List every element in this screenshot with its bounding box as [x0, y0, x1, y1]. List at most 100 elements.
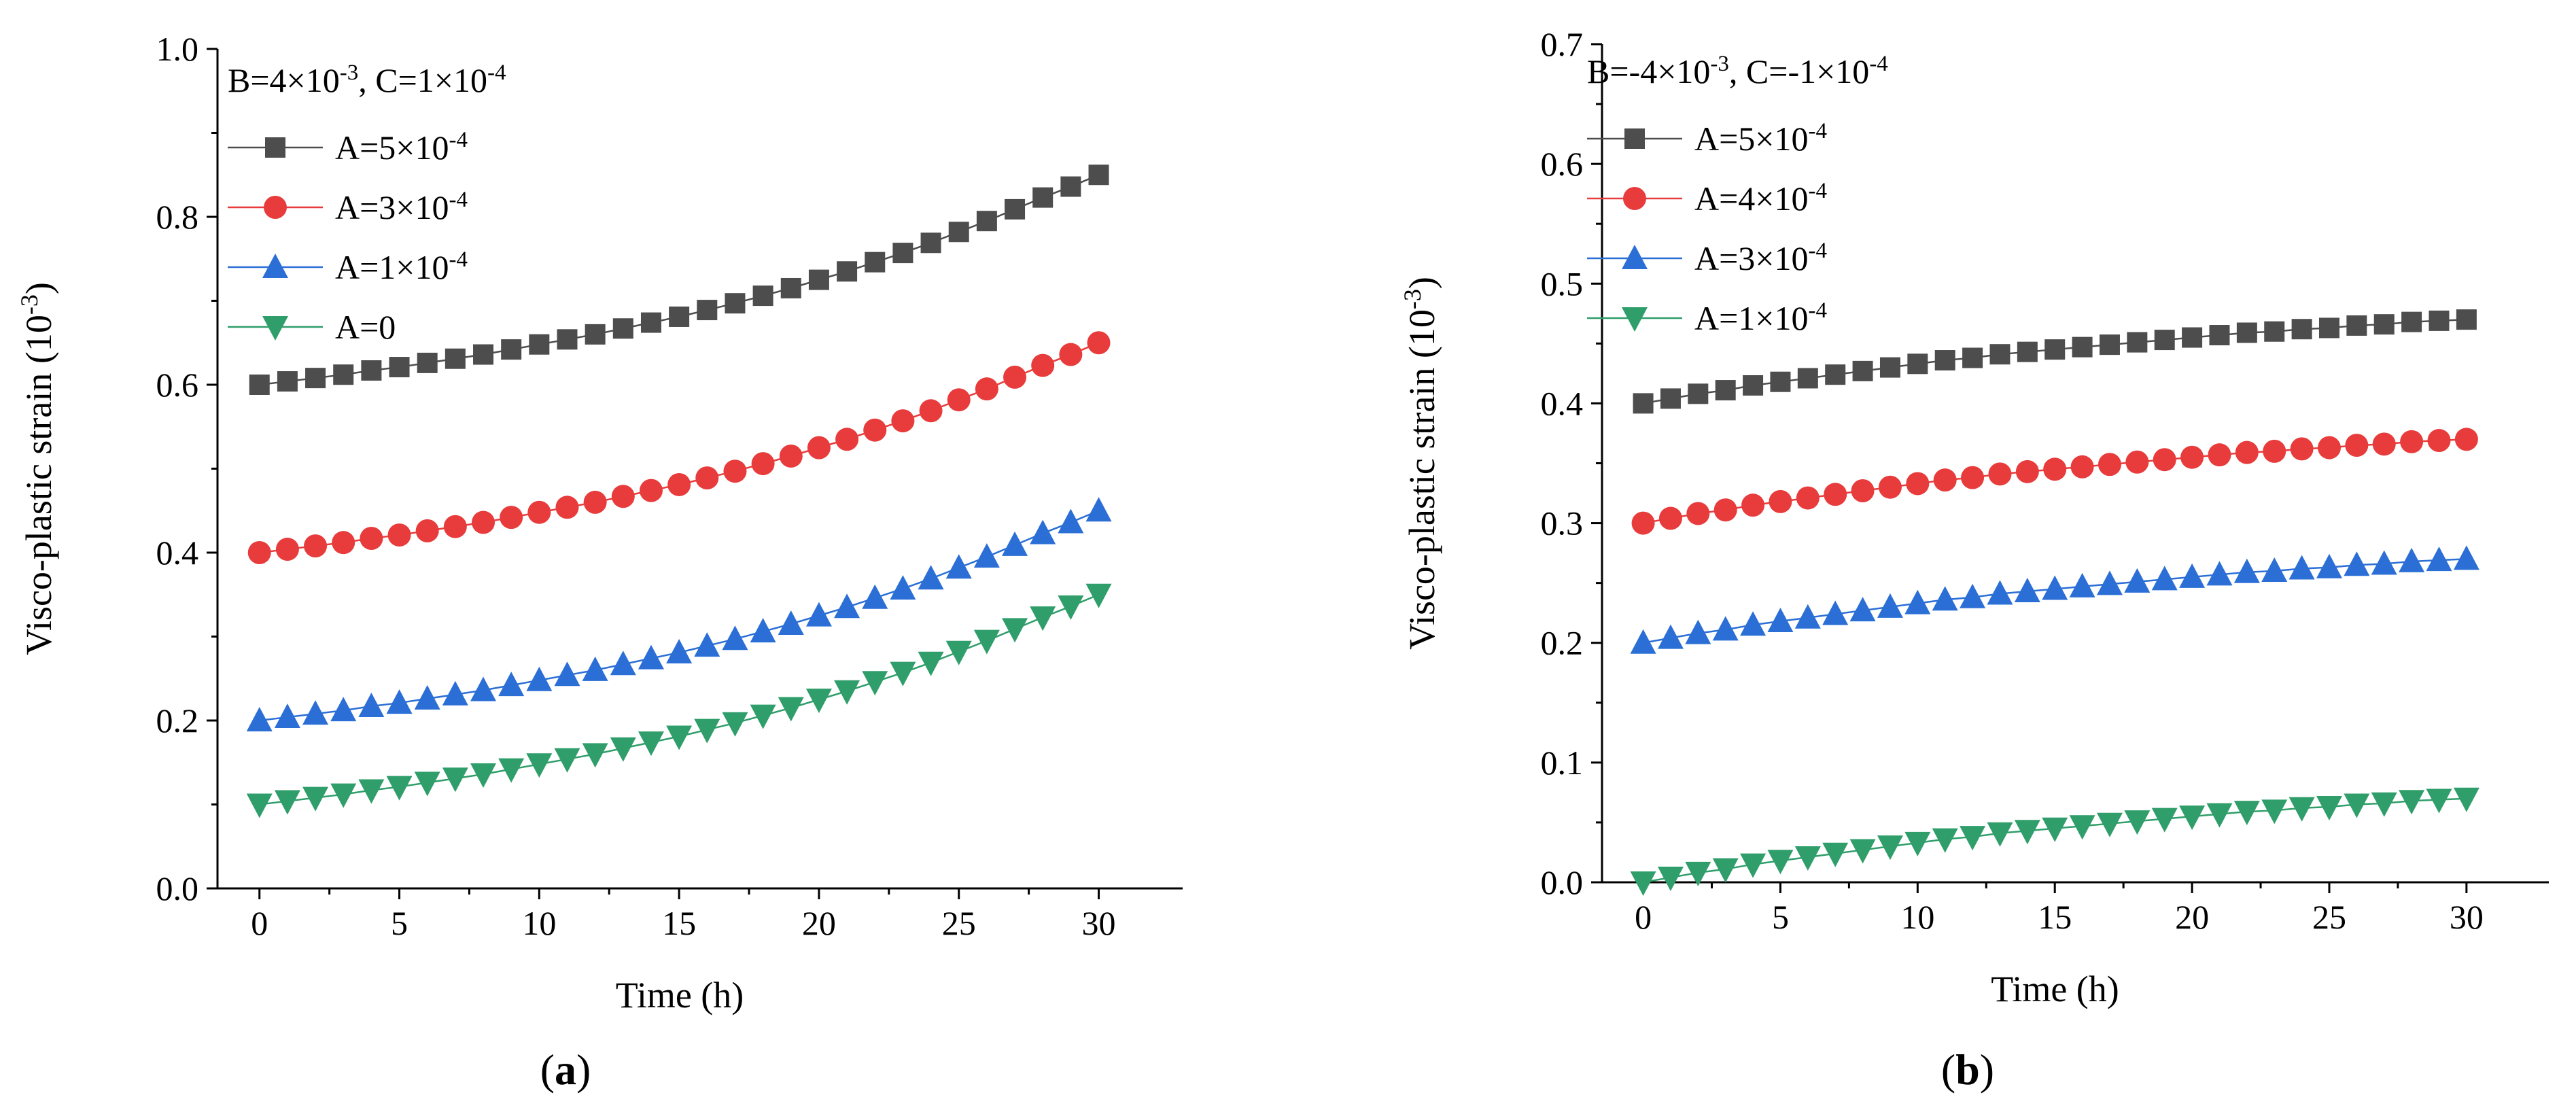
data-point — [2401, 311, 2422, 332]
data-point — [2233, 801, 2260, 826]
data-point — [1660, 388, 1681, 409]
data-point — [2346, 315, 2367, 336]
legend-item: A=5×10-4 — [228, 128, 468, 167]
y-tick-label: 0.0 — [1541, 863, 1584, 901]
data-point — [2069, 572, 2095, 597]
x-tick-label: 25 — [942, 904, 976, 942]
data-point — [750, 704, 776, 729]
data-point — [332, 531, 355, 555]
data-point — [526, 753, 553, 778]
data-point — [1960, 583, 1986, 608]
data-point — [973, 543, 1000, 568]
data-point — [1060, 176, 1081, 197]
data-point — [1685, 861, 1711, 886]
data-point — [2316, 553, 2342, 578]
data-point — [473, 344, 494, 365]
chart-panel-b: 0 5 10 15 20 25 30 0.0 0.1 0.2 0.3 0.4 0.5 0.6 0.7 Time… — [1399, 25, 2549, 1094]
data-point — [1658, 506, 1682, 530]
data-point — [722, 712, 748, 737]
data-point — [1740, 611, 1766, 636]
data-point — [2179, 805, 2206, 831]
data-point — [1824, 483, 1847, 506]
data-point — [1879, 357, 1900, 378]
y-tick-label: 0.1 — [1541, 744, 1584, 782]
x-axis-title: Time (h) — [616, 975, 744, 1016]
data-point — [302, 700, 329, 725]
data-point — [918, 565, 944, 590]
data-point — [1907, 353, 1928, 375]
data-point — [1657, 866, 1684, 891]
data-point — [1085, 583, 1112, 608]
data-point — [1740, 853, 1766, 878]
data-point — [1058, 508, 1084, 534]
data-point — [1712, 858, 1739, 883]
data-point — [498, 758, 525, 783]
data-point — [1987, 580, 2013, 605]
data-point — [1877, 835, 1903, 861]
data-point — [1932, 586, 1958, 611]
data-point — [1934, 350, 1955, 371]
data-point — [274, 790, 300, 815]
data-point — [1794, 846, 1821, 871]
y-tick-label: 0.4 — [156, 534, 199, 572]
data-point — [723, 459, 747, 483]
data-point — [945, 640, 972, 665]
data-point — [1002, 618, 1028, 643]
data-point — [249, 375, 270, 395]
data-point — [442, 680, 468, 706]
x-tick-label: 20 — [2175, 898, 2209, 936]
data-point — [2399, 547, 2425, 572]
data-point — [2426, 547, 2452, 572]
data-point — [417, 352, 438, 373]
data-point — [2180, 445, 2204, 469]
data-point — [1932, 828, 1958, 853]
data-point — [1005, 198, 1026, 220]
data-point — [919, 399, 943, 423]
data-point — [386, 776, 413, 801]
data-point — [2264, 321, 2285, 342]
data-point — [612, 318, 633, 339]
legend-marker — [262, 316, 288, 341]
data-point — [2400, 430, 2424, 453]
legend-item: A=4×10-4 — [1587, 179, 1827, 218]
data-point — [1058, 595, 1084, 621]
data-point — [1849, 839, 1876, 864]
y-tick-label: 0.2 — [156, 701, 199, 740]
data-point — [778, 610, 804, 635]
data-point — [2099, 334, 2120, 355]
data-point — [1849, 597, 1876, 622]
data-point — [414, 684, 440, 710]
data-point — [2426, 788, 2452, 814]
data-point — [2399, 790, 2425, 815]
data-point — [1988, 462, 2012, 486]
data-point — [2208, 443, 2231, 467]
data-point — [1933, 468, 1957, 492]
data-point — [555, 496, 579, 519]
data-point — [583, 490, 607, 514]
data-point — [2209, 325, 2230, 346]
series-A=3×10-4 — [1630, 545, 2479, 654]
data-point — [2151, 808, 2178, 833]
data-point — [500, 506, 523, 530]
data-point — [666, 638, 693, 663]
data-point — [2125, 450, 2149, 474]
data-point — [554, 748, 580, 773]
data-point — [778, 697, 804, 722]
data-point — [472, 510, 495, 534]
data-point — [2454, 428, 2478, 451]
data-point — [837, 261, 858, 282]
data-point — [277, 371, 298, 392]
data-point — [863, 418, 887, 442]
data-point — [1715, 380, 1736, 401]
data-point — [2072, 336, 2093, 358]
data-point — [442, 767, 468, 793]
data-point — [2344, 793, 2370, 818]
data-point — [892, 243, 913, 264]
data-point — [2344, 551, 2370, 576]
data-point — [1030, 519, 1056, 544]
legend-item: A=5×10-4 — [1587, 119, 1827, 158]
data-point — [807, 436, 831, 459]
data-point — [722, 625, 748, 651]
x-axis-title: Time (h) — [1991, 969, 2119, 1009]
